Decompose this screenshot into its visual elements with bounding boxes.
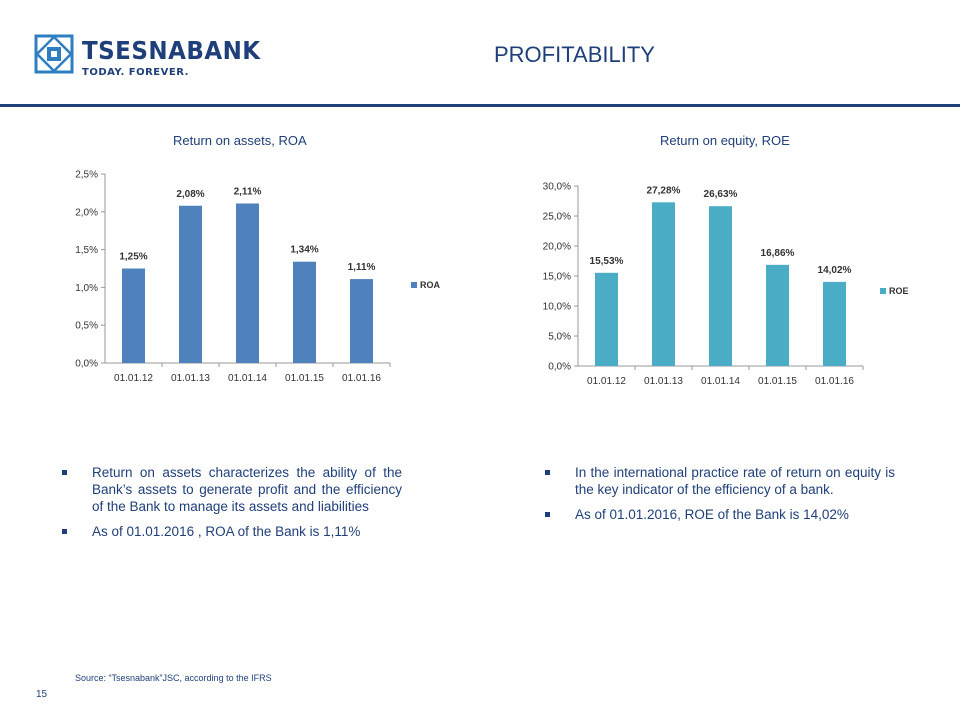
bullet-icon <box>62 470 67 475</box>
roe-note-text: As of 01.01.2016, ROE of the Bank is 14,… <box>575 507 849 522</box>
roe-x-tick-label: 01.01.16 <box>815 376 854 387</box>
bullet-icon <box>545 512 550 517</box>
roa-chart-title: Return on assets, ROA <box>173 133 307 148</box>
roe-chart-title: Return on equity, ROE <box>660 133 790 148</box>
roa-data-label: 1,11% <box>348 262 376 273</box>
roe-note-item: In the international practice rate of re… <box>545 464 895 498</box>
roa-legend-swatch <box>411 282 417 288</box>
logo-tagline: TODAY. FOREVER. <box>82 67 189 78</box>
roa-x-tick-label: 01.01.16 <box>342 373 381 384</box>
roa-y-tick-label: 2,5% <box>75 170 98 181</box>
roe-legend-label: ROE <box>889 286 909 296</box>
roa-note-text: Return on assets characterizes the abili… <box>92 465 402 514</box>
roe-y-tick-label: 30,0% <box>543 182 571 193</box>
roe-data-label: 27,28% <box>647 185 681 196</box>
roa-note-item: As of 01.01.2016 , ROA of the Bank is 1,… <box>62 523 402 540</box>
roa-x-tick-label: 01.01.14 <box>228 373 267 384</box>
page-number: 15 <box>36 689 48 700</box>
roa-legend-label: ROA <box>420 280 441 290</box>
roa-y-tick-label: 1,0% <box>75 283 98 294</box>
roe-x-tick-label: 01.01.14 <box>701 376 740 387</box>
roa-chart: 0,0% 0,5% 1,0% 1,5% 2,0% 2,5% 1,25% 01.01.12 2,0… <box>75 170 441 385</box>
source-note: Source: “Tsesnabank”JSC, according to th… <box>75 673 272 683</box>
roe-data-label: 14,02% <box>818 265 852 276</box>
roa-y-tick-label: 0,5% <box>75 321 98 332</box>
roa-x-tick-label: 01.01.13 <box>171 373 210 384</box>
roa-x-tick-label: 01.01.12 <box>114 373 153 384</box>
logo: TSESNABANK TODAY. FOREVER. <box>34 34 264 84</box>
roe-x-tick-label: 01.01.15 <box>758 376 797 387</box>
roe-bar <box>709 206 732 366</box>
roe-bar <box>823 281 846 366</box>
roa-note-item: Return on assets characterizes the abili… <box>62 464 402 515</box>
roa-data-label: 1,34% <box>290 245 318 256</box>
roa-note-text: As of 01.01.2016 , ROA of the Bank is 1,… <box>92 524 361 539</box>
roe-data-label: 15,53% <box>590 256 624 267</box>
roa-bar <box>236 203 259 363</box>
roe-data-label: 26,63% <box>704 189 738 200</box>
roa-notes: Return on assets characterizes the abili… <box>62 464 402 548</box>
roa-bar <box>179 205 202 363</box>
roe-chart: 0,0% 5,0% 10,0% 15,0% 20,0% 25,0% 30,0% 15,53% 0… <box>543 182 909 388</box>
roe-bar <box>766 264 789 366</box>
roe-legend-swatch <box>880 288 886 294</box>
roa-data-label: 2,11% <box>234 186 262 197</box>
roe-y-tick-label: 10,0% <box>543 302 571 313</box>
roe-x-tick-label: 01.01.13 <box>644 376 683 387</box>
bullet-icon <box>62 529 67 534</box>
roe-notes: In the international practice rate of re… <box>545 464 895 531</box>
roe-y-tick-label: 5,0% <box>548 332 571 343</box>
roa-bar <box>122 268 145 363</box>
header-divider <box>0 104 960 107</box>
roe-y-tick-label: 25,0% <box>543 212 571 223</box>
roe-y-tick-label: 20,0% <box>543 242 571 253</box>
roa-y-tick-label: 0,0% <box>75 359 98 370</box>
roe-bar <box>652 202 675 366</box>
roa-bar <box>350 279 373 363</box>
bullet-icon <box>545 470 550 475</box>
roa-data-label: 2,08% <box>176 189 204 200</box>
roa-y-tick-label: 1,5% <box>75 245 98 256</box>
page-title: PROFITABILITY <box>494 42 655 67</box>
roa-y-tick-label: 2,0% <box>75 207 98 218</box>
roe-y-tick-label: 15,0% <box>543 272 571 283</box>
roa-data-label: 1,25% <box>119 252 147 263</box>
roa-bar <box>293 261 316 363</box>
roe-bar <box>595 272 618 366</box>
roa-x-tick-label: 01.01.15 <box>285 373 324 384</box>
roe-y-tick-label: 0,0% <box>548 362 571 373</box>
roe-x-tick-label: 01.01.12 <box>587 376 626 387</box>
logo-ornament-icon <box>34 34 74 74</box>
roe-note-text: In the international practice rate of re… <box>575 465 895 497</box>
roe-data-label: 16,86% <box>761 248 795 259</box>
roe-note-item: As of 01.01.2016, ROE of the Bank is 14,… <box>545 506 895 523</box>
logo-name: TSESNABANK <box>82 36 261 65</box>
